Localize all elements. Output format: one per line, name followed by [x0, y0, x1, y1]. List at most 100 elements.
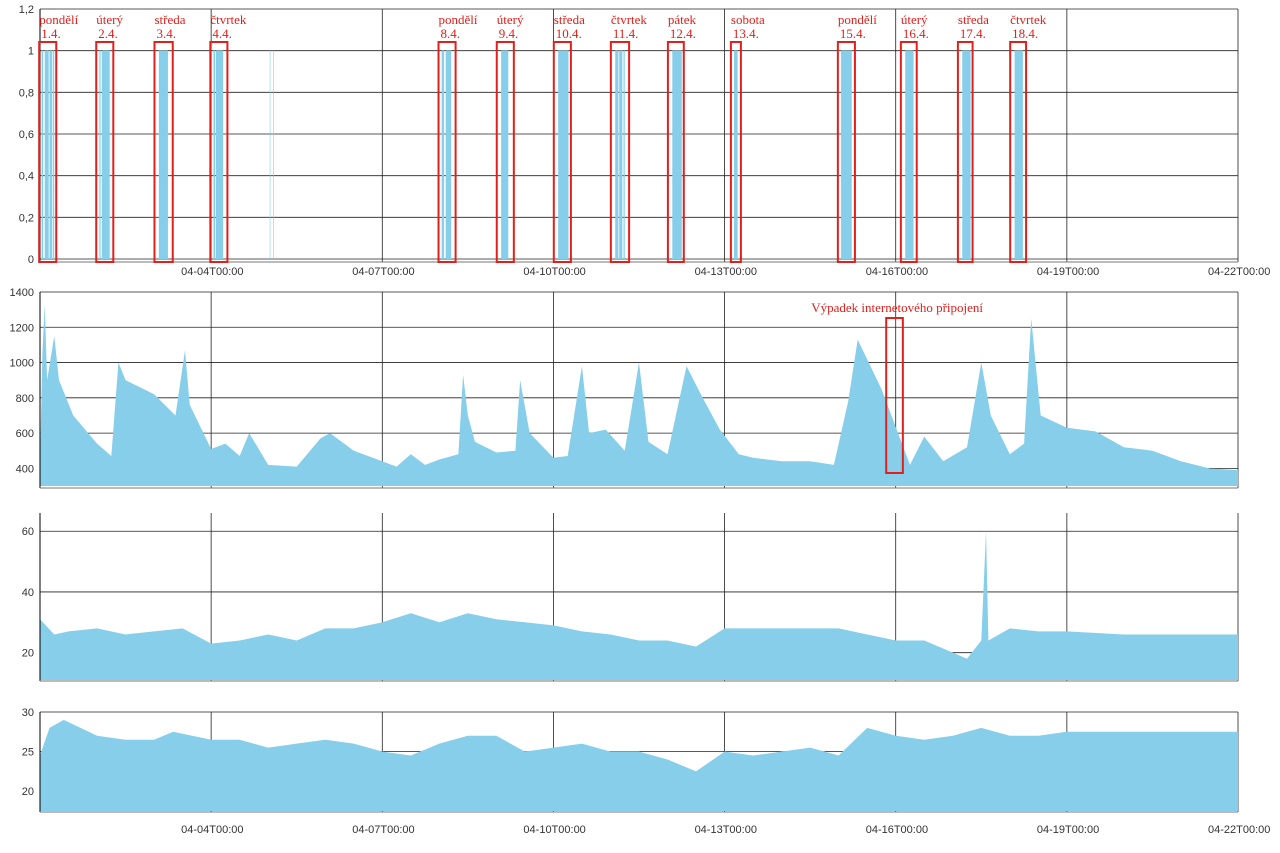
day-date-label: 3.4.: [156, 26, 176, 41]
x-tick-label: 04-13T00:00: [695, 266, 757, 278]
y-tick-label: 1000: [10, 358, 34, 370]
day-name-label: čtvrtek: [1010, 12, 1047, 27]
day-name-label: pondělí: [39, 12, 78, 27]
y-tick-label: 60: [22, 526, 34, 538]
y-tick-label: 20: [22, 786, 34, 798]
day-date-label: 13.4.: [733, 26, 759, 41]
day-name-label: čtvrtek: [611, 12, 648, 27]
y-tick-label: 30: [22, 707, 34, 719]
y-tick-label: 1: [28, 46, 34, 58]
day-name-label: pondělí: [838, 12, 877, 27]
day-highlight-box: [95, 41, 115, 263]
x-tick-label: 04-10T00:00: [523, 266, 585, 278]
day-highlight-box: [836, 41, 856, 263]
day-date-label: 12.4.: [670, 26, 696, 41]
chart-panel-1: 0 0,2 0,4 0,6 0,8 1 1,2 04-04T00:00 04-07T00:00 0…: [19, 4, 1271, 278]
day-date-label: 15.4.: [840, 26, 866, 41]
x-tick-label: 04-10T00:00: [523, 824, 585, 836]
day-highlight-box: [552, 41, 572, 263]
y-tick-label: 40: [22, 587, 34, 599]
day-date-label: 1.4.: [41, 26, 61, 41]
x-tick-label: 04-13T00:00: [695, 824, 757, 836]
day-highlight-box: [1009, 41, 1028, 263]
day-name-label: středa: [958, 12, 989, 27]
day-name-label: středa: [154, 12, 185, 27]
day-highlight-box: [956, 41, 974, 263]
x-tick-label: 04-07T00:00: [352, 824, 414, 836]
day-date-label: 16.4.: [903, 26, 929, 41]
chart-panel-2: 400 600 800 1000 1200 1400: [10, 287, 1239, 489]
y-tick-label: 600: [16, 428, 34, 440]
outage-box: [885, 317, 904, 474]
day-name-label: čtvrtek: [210, 12, 247, 27]
y-tick-label: 400: [16, 463, 34, 475]
y-tick-label: 0,2: [19, 212, 34, 224]
y-tick-label: 800: [16, 393, 34, 405]
day-highlight-box: [899, 41, 918, 263]
x-tick-label: 04-16T00:00: [866, 266, 928, 278]
x-tick-label: 04-22T00:00: [1208, 824, 1270, 836]
day-date-label: 18.4.: [1012, 26, 1038, 41]
y-tick-label: 0,4: [19, 171, 34, 183]
y-tick-label: 0,6: [19, 129, 34, 141]
day-name-label: úterý: [497, 12, 524, 27]
y-tick-label: 25: [22, 747, 34, 759]
day-highlight-box: [38, 41, 58, 263]
day-date-label: 8.4.: [441, 26, 461, 41]
day-name-label: pátek: [668, 12, 697, 27]
day-highlight-box: [437, 41, 457, 263]
day-name-label: středa: [554, 12, 585, 27]
day-highlight-box: [609, 41, 631, 263]
chart-panel-3: 20 40 60: [22, 513, 1239, 682]
series-area: [40, 719, 1238, 811]
day-highlight-box: [729, 41, 742, 263]
x-tick-label: 04-22T00:00: [1208, 266, 1270, 278]
day-date-label: 2.4.: [98, 26, 118, 41]
day-name-label: pondělí: [439, 12, 478, 27]
day-highlight-box: [209, 41, 229, 263]
series-area: [40, 531, 1238, 680]
y-tick-label: 0: [28, 254, 34, 266]
day-date-label: 4.4.: [212, 26, 232, 41]
x-tick-label: 04-07T00:00: [352, 266, 414, 278]
day-highlight-box: [666, 41, 685, 263]
y-tick-label: 0,8: [19, 87, 34, 99]
outage-annotation: Výpadek internetového připojení: [811, 300, 983, 474]
x-tick-label: 04-16T00:00: [866, 824, 928, 836]
day-date-label: 17.4.: [960, 26, 986, 41]
y-tick-label: 1,2: [19, 4, 34, 16]
x-tick-label: 04-04T00:00: [181, 824, 243, 836]
day-highlight-box: [153, 41, 174, 263]
day-highlight-box: [495, 41, 515, 263]
day-name-label: úterý: [901, 12, 928, 27]
day-name-label: sobota: [731, 12, 765, 27]
day-date-label: 9.4.: [499, 26, 519, 41]
day-name-label: úterý: [96, 12, 123, 27]
series-area: [40, 50, 1238, 259]
x-tick-label: 04-19T00:00: [1037, 266, 1099, 278]
x-tick-label: 04-19T00:00: [1037, 824, 1099, 836]
series-area: [40, 304, 1238, 486]
y-tick-label: 1400: [10, 287, 34, 299]
day-date-label: 11.4.: [613, 26, 639, 41]
y-tick-label: 20: [22, 648, 34, 660]
y-tick-label: 1200: [10, 322, 34, 334]
chart-panel-4: 20 25 30 04-04T00:00 04-07T00:00 04-10T00:00 0…: [22, 707, 1271, 836]
day-date-label: 10.4.: [556, 26, 582, 41]
x-tick-label: 04-04T00:00: [181, 266, 243, 278]
